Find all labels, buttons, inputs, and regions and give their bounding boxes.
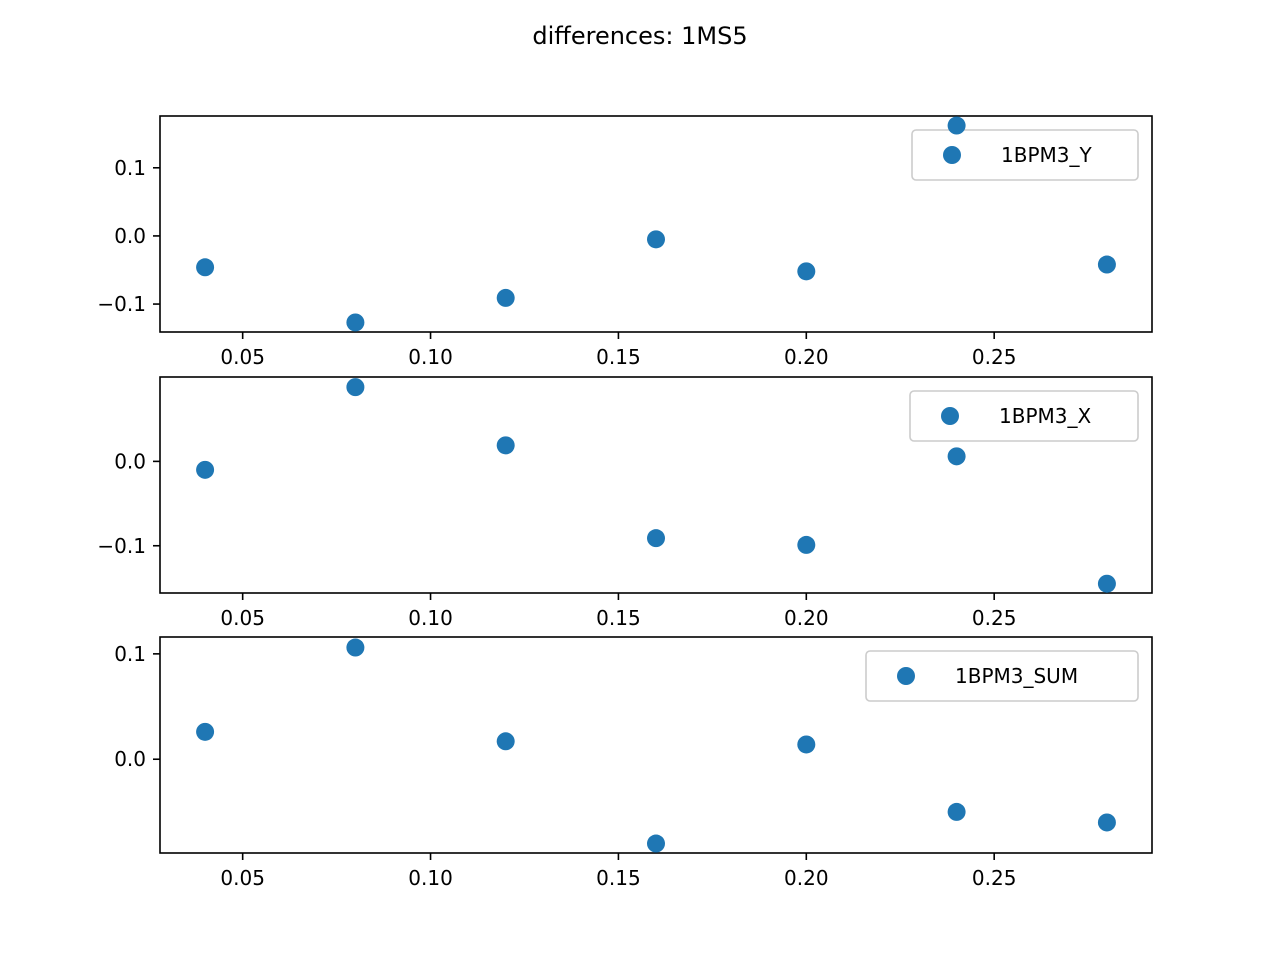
legend-label: 1BPM3_X: [999, 404, 1091, 428]
data-point: [947, 116, 966, 135]
y-tick-label: −0.1: [97, 534, 146, 558]
data-point: [346, 378, 365, 397]
data-point: [496, 288, 515, 307]
legend: 1BPM3_Y: [911, 129, 1139, 181]
data-point: [797, 262, 816, 281]
data-point: [647, 230, 665, 249]
x-tick-label: 0.25: [972, 606, 1017, 630]
y-tick-label: 0.0: [114, 224, 146, 248]
x-tick-label: 0.05: [220, 345, 265, 369]
data-point: [647, 834, 665, 853]
x-tick-label: 0.15: [596, 866, 641, 890]
y-tick-label: 0.1: [114, 156, 146, 180]
y-tick-label: 0.0: [114, 449, 146, 473]
data-point: [346, 313, 365, 332]
data-point: [196, 258, 215, 277]
data-point: [496, 436, 515, 455]
data-point: [1097, 813, 1116, 832]
y-tick-label: 0.1: [114, 642, 146, 666]
legend: 1BPM3_X: [909, 390, 1139, 442]
data-point: [196, 460, 215, 479]
x-tick-label: 0.10: [408, 345, 453, 369]
legend-marker: [897, 667, 915, 685]
data-point: [947, 802, 966, 821]
x-tick-label: 0.20: [784, 866, 829, 890]
data-point: [346, 638, 365, 657]
subplot-3: 0.05 0.10 0.15 0.20 0.25 0.1 0.0 1BPM3_SUM: [114, 636, 1153, 890]
data-point: [196, 722, 215, 741]
figure-title: differences: 1MS5: [532, 22, 747, 50]
subplot-1: 0.05 0.10 0.15 0.20 0.25 0.1 0.0 −0.1 1BPM3_Y: [97, 115, 1153, 369]
subplot-2: 0.05 0.10 0.15 0.20 0.25 0.0 −0.1 1BPM3_X: [97, 376, 1153, 630]
x-tick-label: 0.25: [972, 866, 1017, 890]
legend: 1BPM3_SUM: [865, 650, 1139, 702]
legend-box: [911, 129, 1139, 181]
legend-label: 1BPM3_Y: [1001, 143, 1092, 167]
legend-marker: [941, 407, 959, 425]
data-point: [1097, 255, 1116, 274]
subplots: 0.05 0.10 0.15 0.20 0.250.10.0−0.11BPM3_Y0.0…: [97, 115, 1153, 890]
y-tick-label: −0.1: [97, 292, 146, 316]
x-tick-label: 0.10: [408, 606, 453, 630]
data-point: [797, 735, 816, 754]
legend-label: 1BPM3_SUM: [955, 664, 1078, 688]
legend-marker: [943, 146, 961, 164]
x-tick-label: 0.15: [596, 345, 641, 369]
y-tick-label: 0.0: [114, 747, 146, 771]
legend-box: [865, 650, 1139, 702]
x-tick-label: 0.10: [408, 866, 453, 890]
x-tick-label: 0.20: [784, 606, 829, 630]
x-tick-label: 0.05: [220, 866, 265, 890]
x-tick-label: 0.25: [972, 345, 1017, 369]
data-point: [496, 732, 515, 751]
x-tick-label: 0.05: [220, 606, 265, 630]
x-tick-label: 0.15: [596, 606, 641, 630]
data-point: [1097, 574, 1116, 593]
data-point: [647, 529, 665, 548]
legend-box: [909, 390, 1139, 442]
data-point: [797, 535, 816, 554]
x-tick-label: 0.20: [784, 345, 829, 369]
data-point: [947, 447, 966, 466]
